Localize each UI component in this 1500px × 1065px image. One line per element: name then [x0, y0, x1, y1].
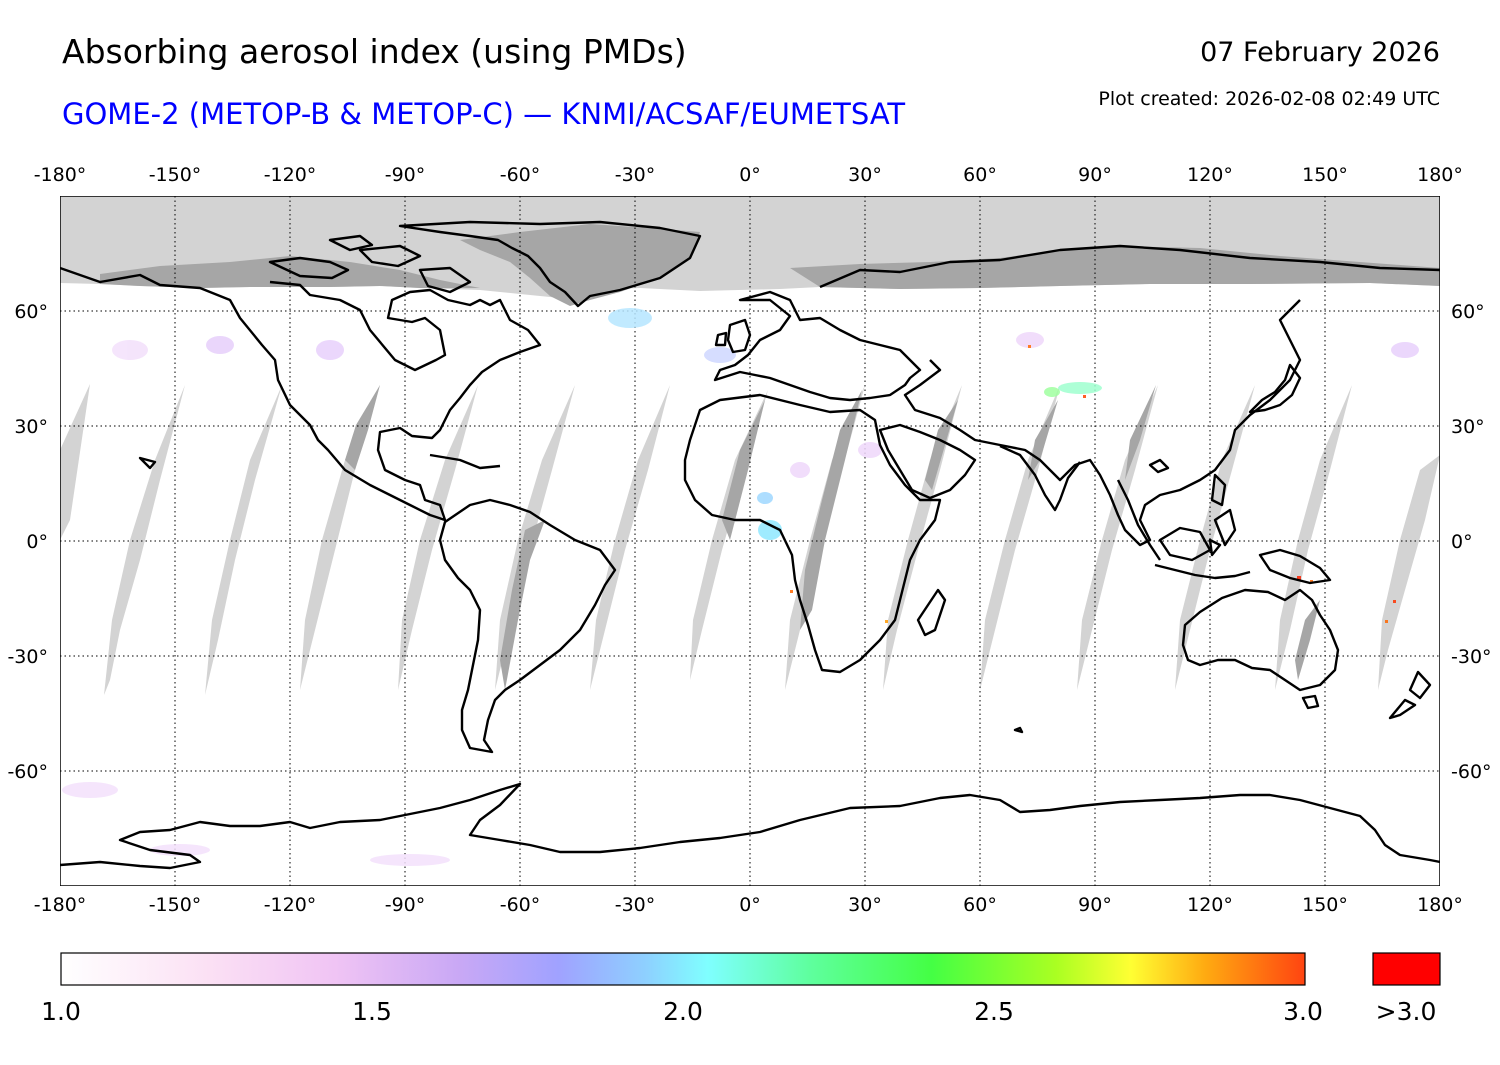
- map-area: [60, 196, 1440, 886]
- colorbar-gradient: [60, 952, 1306, 986]
- lon-tick-bottom: -30°: [615, 894, 656, 916]
- lon-tick-top: -180°: [34, 164, 87, 186]
- lon-tick-bottom: 120°: [1187, 894, 1233, 916]
- lon-tick-bottom: 90°: [1078, 894, 1112, 916]
- lon-tick-bottom: 150°: [1302, 894, 1348, 916]
- colorbar-tick: 2.0: [663, 997, 703, 1026]
- lat-ticks-left: 60° 30° 0° -30° -60°: [7, 301, 48, 783]
- siberia-no-data: [790, 246, 1440, 289]
- lon-tick-top: 90°: [1078, 164, 1112, 186]
- lon-tick-bottom: 30°: [848, 894, 882, 916]
- lon-tick-bottom: -180°: [34, 894, 87, 916]
- lon-tick-top: 30°: [848, 164, 882, 186]
- map-gridlines: [60, 196, 1440, 886]
- colorbar-tick: 3.0: [1283, 997, 1323, 1026]
- lon-ticks-top: -180° -150° -120° -90° -60° -30° 0° 30° …: [34, 164, 1463, 186]
- lon-tick-bottom: -60°: [500, 894, 541, 916]
- lon-tick-top: 0°: [739, 164, 761, 186]
- lon-tick-bottom: 180°: [1417, 894, 1463, 916]
- lat-tick-left: 60°: [14, 301, 48, 323]
- lat-ticks-right: 60° 30° 0° -30° -60°: [1451, 301, 1492, 783]
- lat-tick-left: -30°: [7, 646, 48, 668]
- lat-tick-left: 30°: [14, 416, 48, 438]
- lon-tick-bottom: -150°: [149, 894, 202, 916]
- colorbar-over-label: >3.0: [1376, 997, 1437, 1026]
- coastlines: [60, 220, 1440, 870]
- aerosol-signal: [62, 308, 1419, 866]
- lon-tick-top: -30°: [615, 164, 656, 186]
- lat-tick-left: -60°: [7, 761, 48, 783]
- lat-tick-right: 0°: [1451, 531, 1473, 553]
- lon-tick-top: -150°: [149, 164, 202, 186]
- lon-tick-bottom: 0°: [739, 894, 761, 916]
- lon-tick-top: -120°: [264, 164, 317, 186]
- plot-created-label: Plot created: 2026-02-08 02:49 UTC: [1098, 88, 1440, 110]
- lon-tick-top: 60°: [963, 164, 997, 186]
- lon-tick-top: 150°: [1302, 164, 1348, 186]
- lat-tick-right: 30°: [1451, 416, 1485, 438]
- colorbar-tick: 1.0: [41, 997, 81, 1026]
- colorbar-tick: 2.5: [974, 997, 1014, 1026]
- lat-tick-right: -30°: [1451, 646, 1492, 668]
- greenland-no-data: [460, 224, 700, 306]
- lat-tick-left: 0°: [26, 531, 48, 553]
- lon-tick-top: 120°: [1187, 164, 1233, 186]
- orbit-gap-land: [345, 385, 1320, 690]
- map-title: Absorbing aerosol index (using PMDs): [62, 32, 687, 71]
- lon-ticks-bottom: -180° -150° -120° -90° -60° -30° 0° 30° …: [34, 894, 1463, 916]
- map-subtitle: GOME-2 (METOP-B & METOP-C) — KNMI/ACSAF/…: [62, 97, 906, 131]
- map-date: 07 February 2026: [1200, 37, 1440, 68]
- lon-tick-bottom: 60°: [963, 894, 997, 916]
- colorbar-tick: 1.5: [352, 997, 392, 1026]
- lon-tick-bottom: -120°: [264, 894, 317, 916]
- lon-tick-top: -90°: [385, 164, 426, 186]
- colorbar-over-swatch: [1372, 952, 1441, 986]
- lat-tick-right: 60°: [1451, 301, 1485, 323]
- lon-tick-bottom: -90°: [385, 894, 426, 916]
- lon-tick-top: 180°: [1417, 164, 1463, 186]
- lon-tick-top: -60°: [500, 164, 541, 186]
- lat-tick-right: -60°: [1451, 761, 1492, 783]
- colorbar: 1.0 1.5 2.0 2.5 3.0 >3.0: [41, 952, 1441, 1026]
